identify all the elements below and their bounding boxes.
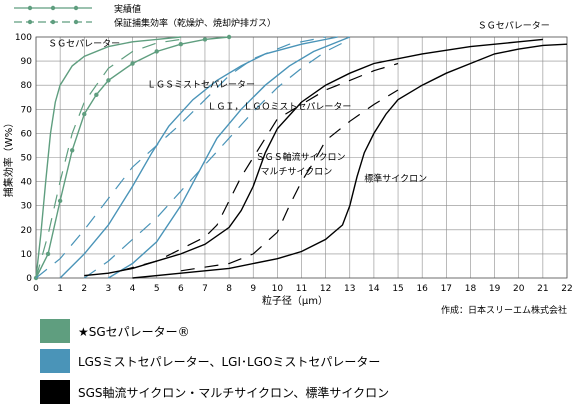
x-tick-label: 21 bbox=[537, 284, 548, 294]
annotation-label: ＳＧＳ軸流サイクロン bbox=[256, 151, 346, 163]
x-tick-label: 15 bbox=[392, 284, 403, 294]
x-tick-label: 1 bbox=[57, 284, 63, 294]
y-tick-label: 50 bbox=[21, 154, 33, 164]
credit-label: 作成：日本スリーエム株式会社 bbox=[441, 304, 567, 316]
x-tick-label: 7 bbox=[202, 284, 208, 294]
series-marker-sg bbox=[226, 34, 232, 40]
x-tick-label: 14 bbox=[368, 284, 380, 294]
y-tick-label: 30 bbox=[21, 202, 33, 212]
legend-label-lgs: LGSミストセパレーター、LGI･LGOミストセパレーター bbox=[78, 354, 381, 369]
top-legend-marker bbox=[27, 19, 33, 25]
series-line-lgs-3 bbox=[59, 36, 338, 279]
top-legend-marker bbox=[50, 19, 56, 25]
series-line-lgs-6 bbox=[83, 38, 351, 279]
series-line-standard-10 bbox=[180, 89, 399, 272]
series-line-sg-1 bbox=[35, 36, 230, 279]
series-line-standard-9 bbox=[132, 43, 568, 279]
x-tick-label: 19 bbox=[489, 284, 501, 294]
series-layer bbox=[33, 34, 568, 281]
y-tick-label: 80 bbox=[21, 81, 33, 91]
legend-swatch-lgs bbox=[40, 349, 70, 373]
annotation-label: 標準サイクロン bbox=[364, 173, 427, 185]
series-marker-sg bbox=[45, 251, 51, 257]
top-legend-marker bbox=[73, 19, 79, 25]
y-tick-label: 100 bbox=[15, 33, 32, 43]
x-tick-label: 18 bbox=[465, 284, 477, 294]
legend-swatch-sg bbox=[40, 319, 70, 343]
y-tick-label: 60 bbox=[21, 129, 33, 139]
x-tick-label: 20 bbox=[513, 284, 525, 294]
top-legend-label: 保証捕集効率（乾燥炉、焼却炉排ガス） bbox=[114, 17, 276, 29]
x-tick-label: 22 bbox=[561, 284, 572, 294]
x-tick-label: 17 bbox=[441, 284, 452, 294]
series-marker-sg bbox=[178, 42, 184, 47]
y-tick-label: 70 bbox=[21, 105, 33, 115]
top-legend-marker bbox=[27, 5, 33, 11]
legend-item-lgs: LGSミストセパレーター、LGI･LGOミストセパレーター bbox=[40, 349, 380, 373]
series-marker-sg bbox=[154, 49, 159, 54]
y-tick-label: 90 bbox=[21, 57, 33, 67]
series-marker-sg bbox=[82, 111, 87, 117]
annotation-label: マルチサイクロン bbox=[260, 166, 332, 177]
annotation-layer: ＳＧセパレーター ＬＧＳミストセパレーター ＬＧＩ，ＬＧＯミストセパレーター ＳＧＳ軸… bbox=[48, 21, 550, 185]
top-legend-marker bbox=[73, 5, 79, 11]
x-tick-label: 10 bbox=[272, 284, 284, 294]
x-axis-label: 粒子径（μm） bbox=[262, 294, 328, 307]
top-legend-marker bbox=[50, 5, 56, 11]
legend-item-sg: ★SGセパレーター® bbox=[40, 319, 190, 343]
series-marker-sg bbox=[202, 37, 208, 42]
series-marker-sg bbox=[57, 198, 63, 204]
series-line-lgs-5 bbox=[35, 36, 326, 279]
series-marker-sg bbox=[130, 61, 135, 66]
y-tick-label: 20 bbox=[21, 226, 33, 236]
y-tick-label: 0 bbox=[26, 274, 32, 284]
annotation-label: ＳＧセパレーター bbox=[478, 21, 550, 32]
x-tick-label: 13 bbox=[344, 284, 355, 294]
series-marker-sg bbox=[70, 148, 75, 153]
legend-label-sg: ★SGセパレーター® bbox=[78, 324, 190, 339]
y-tick-label: 40 bbox=[21, 178, 33, 188]
annotation-label: ＳＧセパレーター bbox=[48, 39, 120, 50]
legend-label-cyclone: SGS軸流サイクロン・マルチサイクロン、標準サイクロン bbox=[78, 385, 390, 400]
legend-item-cyclone: SGS軸流サイクロン・マルチサイクロン、標準サイクロン bbox=[40, 380, 389, 404]
series-line-sg-2 bbox=[35, 38, 181, 279]
x-tick-label: 0 bbox=[33, 284, 39, 294]
series-marker-sg bbox=[106, 78, 111, 83]
x-tick-label: 8 bbox=[226, 284, 232, 294]
x-tick-label: 16 bbox=[416, 284, 428, 294]
x-tick-label: 4 bbox=[130, 284, 136, 294]
axes: 0 1 2 3 4 5 6 7 8 9 10 11 12 13 14 15 16 17 18 19 20 21 220102… bbox=[2, 33, 573, 316]
series-marker-sg bbox=[94, 92, 99, 98]
x-tick-label: 11 bbox=[296, 284, 307, 294]
top-legend-label: 実績値 bbox=[114, 3, 141, 15]
series-line-sgs-8 bbox=[120, 62, 399, 272]
series-line-sg-0 bbox=[35, 36, 181, 279]
y-axis-label: 捕集効率（W%） bbox=[2, 118, 15, 197]
x-tick-label: 6 bbox=[178, 284, 184, 294]
x-tick-label: 3 bbox=[106, 284, 112, 294]
efficiency-chart: 0 1 2 3 4 5 6 7 8 9 10 11 12 13 14 15 16 17 18 19 20 21 220102… bbox=[2, 3, 573, 316]
x-tick-label: 2 bbox=[81, 284, 87, 294]
x-tick-label: 5 bbox=[154, 284, 160, 294]
annotation-label: ＬＧＳミストセパレーター bbox=[147, 80, 255, 91]
y-tick-label: 10 bbox=[21, 250, 33, 260]
annotation-label: ＬＧＩ，ＬＧＯミストセパレーター bbox=[207, 101, 351, 112]
series-line-lgs-4 bbox=[108, 36, 351, 279]
plot-frame bbox=[35, 36, 568, 279]
x-tick-label: 12 bbox=[320, 284, 331, 294]
x-tick-label: 9 bbox=[250, 284, 256, 294]
legend-swatch-cyclone bbox=[40, 380, 70, 404]
